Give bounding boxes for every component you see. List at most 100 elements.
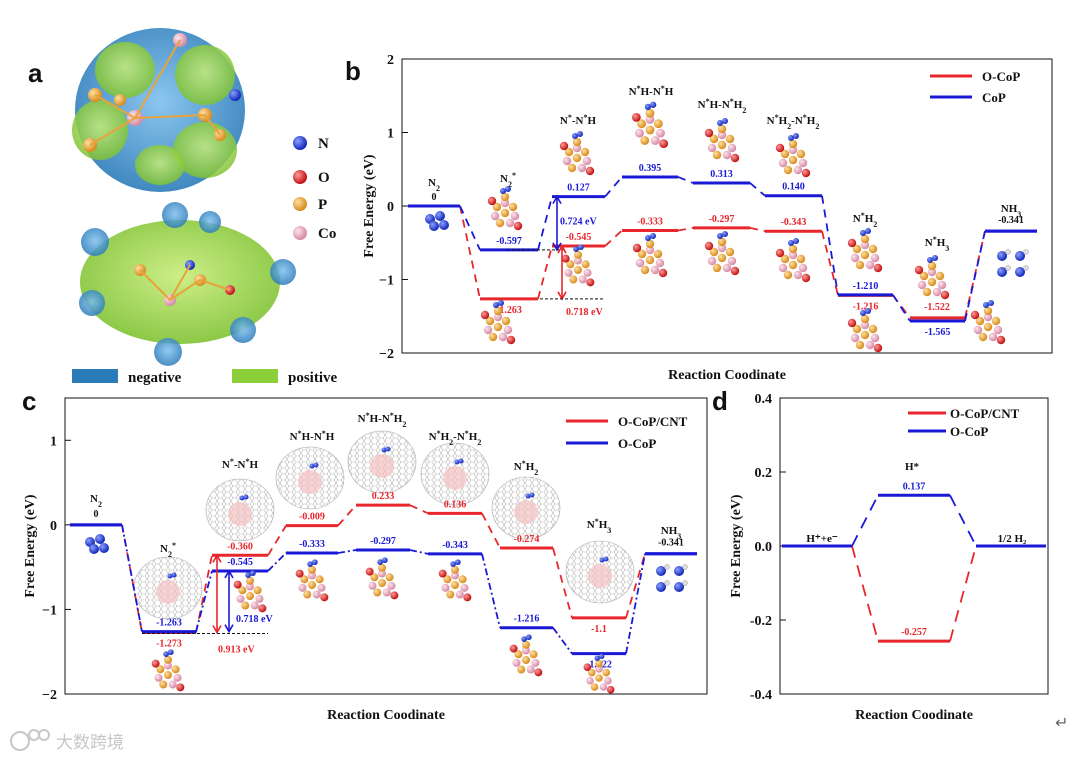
b-cop-connector-3 bbox=[677, 176, 694, 184]
b-nhnh-ocop-structure bbox=[632, 233, 668, 278]
b-cop-value-6: -1.210 bbox=[853, 281, 879, 292]
b-y-tick-label: −1 bbox=[379, 274, 394, 289]
b-cop-connector-6 bbox=[892, 294, 911, 322]
panel-d-series bbox=[782, 493, 1046, 643]
panel-b-legend: O-CoP CoP bbox=[930, 69, 1020, 105]
charge-legend-negative-label: negative bbox=[128, 370, 182, 386]
c-o-cop-connector-1 bbox=[195, 570, 213, 632]
c-nh2-nanotube bbox=[491, 476, 561, 540]
panel-b-annotations: 0.724 eV 0.718 eV bbox=[507, 195, 605, 318]
panel-b-label: b bbox=[345, 56, 361, 86]
panel-c-frame bbox=[64, 397, 708, 695]
b-nh2-ocop-structure bbox=[847, 308, 883, 353]
b-nh3-value: -0.341 bbox=[998, 215, 1024, 226]
c-nhnh-nanotube bbox=[275, 446, 345, 510]
charge-density-top-illustration bbox=[72, 28, 245, 192]
c-o-cop-cnt-value-2: -0.360 bbox=[227, 541, 253, 552]
c-nhnh-structure bbox=[295, 559, 329, 602]
panel-d-legend-o-cop-cnt-label: O-CoP/CNT bbox=[950, 406, 1020, 421]
atom-legend-co-label: Co bbox=[318, 226, 336, 242]
b-o-cop-connector-4 bbox=[749, 226, 766, 233]
b-red-arrow-head-top bbox=[557, 244, 567, 254]
b-cop-connector-5 bbox=[821, 195, 839, 296]
b-nh2nh2-cop-structure bbox=[775, 133, 811, 178]
d-y-tick-label: 0.0 bbox=[755, 540, 773, 555]
atom-legend-p-marker bbox=[293, 197, 307, 211]
c-n2-star-structure bbox=[151, 649, 185, 692]
d-o-cop-cnt-value-1: -0.257 bbox=[901, 627, 927, 638]
b-nh2-cop-structure bbox=[847, 228, 883, 273]
d-o-cop-value-1: 0.137 bbox=[903, 481, 926, 492]
b-blue-arrow-head-top bbox=[552, 195, 562, 205]
b-nhnh2-cop-structure bbox=[704, 118, 740, 163]
panel-d-y-axis-label: Free Energy (eV) bbox=[729, 494, 744, 597]
b-nh3-star-ocop-structure bbox=[970, 300, 1006, 345]
panel-b-legend-o-cop-label: O-CoP bbox=[982, 69, 1020, 84]
panel-c-annotations: 0.913 eV 0.718 eV bbox=[142, 553, 273, 656]
panel-c-legend-o-cop-cnt-label: O-CoP/CNT bbox=[618, 414, 688, 429]
atom-legend-o-label: O bbox=[318, 170, 330, 186]
b-state-name-1: N2* bbox=[500, 171, 516, 189]
b-nh2nh2-ocop-structure bbox=[775, 238, 811, 283]
atom-legend-p-label: P bbox=[318, 197, 327, 213]
atom-legend: N O P Co bbox=[293, 136, 336, 242]
c-y-tick-label: −2 bbox=[42, 688, 57, 703]
panel-c-state-names: N2 N2* N*-N*H N*H-N*H N*H-N*H2 N*H2-N*H2 N*H2 N… bbox=[90, 411, 681, 559]
c-o-cop-cnt-value-4: 0.233 bbox=[372, 491, 395, 502]
c-red-arrow-head-top bbox=[212, 553, 222, 563]
panel-c-legend: O-CoP/CNT O-CoP bbox=[566, 414, 688, 451]
b-y-tick-label: 1 bbox=[387, 127, 394, 142]
d-o-cop-cnt-connector-1 bbox=[949, 545, 977, 642]
c-o-cop-value-2: -0.545 bbox=[227, 557, 253, 568]
b-o-cop-connector-0 bbox=[459, 205, 481, 300]
c-state-name-5: N*H2-N*H2 bbox=[429, 429, 482, 447]
b-n2-molecule-icon bbox=[425, 211, 449, 231]
b-state-name-4: N*H-N*H2 bbox=[698, 97, 747, 115]
atom-legend-co-marker bbox=[293, 226, 307, 240]
c-state-name-1: N2* bbox=[160, 541, 176, 559]
d-y-tick-label: 0.4 bbox=[755, 392, 773, 407]
b-cop-value-3: 0.395 bbox=[639, 163, 662, 174]
panel-c-label: c bbox=[22, 386, 36, 416]
atom-legend-n-marker bbox=[293, 136, 307, 150]
c-o-cop-connector-6 bbox=[552, 627, 573, 655]
b-o-cop-value-5: -0.343 bbox=[781, 217, 807, 228]
c-o-cop-cnt-value-6: -0.274 bbox=[514, 534, 540, 545]
panel-c-y-axis-label: Free Energy (eV) bbox=[23, 494, 38, 597]
b-o-cop-connector-1 bbox=[537, 245, 553, 300]
d-o-cop-cnt-connector-0 bbox=[851, 545, 879, 642]
c-n2-value: 0 bbox=[94, 509, 99, 520]
c-n2-star-nanotube bbox=[133, 556, 203, 620]
b-cop-value-1: -0.597 bbox=[496, 236, 522, 247]
b-cop-value-4: 0.313 bbox=[710, 169, 733, 180]
b-o-cop-connector-2 bbox=[604, 229, 623, 247]
c-o-cop-cnt-value-1: -1.273 bbox=[156, 639, 182, 650]
panel-b-legend-cop-label: CoP bbox=[982, 90, 1006, 105]
c-y-tick-label: 1 bbox=[50, 434, 57, 449]
c-o-cop-cnt-value-7: -1.1 bbox=[591, 624, 607, 635]
c-nh2nh2-nanotube bbox=[420, 442, 490, 506]
watermark-text: 大数跨境 bbox=[56, 733, 124, 753]
c-state-name-0: N2 bbox=[90, 493, 102, 509]
panel-d-legend-o-cop-label: O-CoP bbox=[950, 424, 988, 439]
c-o-cop-cnt-connector-2 bbox=[267, 525, 287, 556]
panel-b-y-axis-label: Free Energy (eV) bbox=[362, 154, 377, 257]
b-cop-connector-7 bbox=[964, 230, 986, 322]
c-o-cop-connector-7 bbox=[625, 553, 646, 654]
c-state-name-6: N*H2 bbox=[514, 459, 539, 477]
c-nhnh2-structure bbox=[365, 557, 399, 600]
panel-d-label: d bbox=[712, 386, 728, 416]
panel-c-legend-o-cop-label: O-CoP bbox=[618, 436, 656, 451]
panel-d-legend: O-CoP/CNT O-CoP bbox=[908, 406, 1020, 439]
charge-legend: negative positive bbox=[72, 369, 338, 386]
c-o-cop-cnt-connector-5 bbox=[481, 512, 501, 549]
b-state-name-6: N*H2 bbox=[853, 211, 878, 229]
b-cop-value-5: 0.140 bbox=[782, 182, 805, 193]
c-o-cop-cnt-connector-4 bbox=[409, 504, 429, 515]
panel-d-x-axis-label: Reaction Coodinate bbox=[855, 708, 973, 723]
c-o-cop-cnt-value-5: 0.136 bbox=[444, 499, 467, 510]
c-red-arrow-head-bottom bbox=[212, 625, 222, 635]
panel-d-y-ticks: 0.4 0.2 0.0 -0.2 -0.4 bbox=[750, 392, 786, 703]
b-state-name-2: N*-N*H bbox=[560, 113, 597, 128]
